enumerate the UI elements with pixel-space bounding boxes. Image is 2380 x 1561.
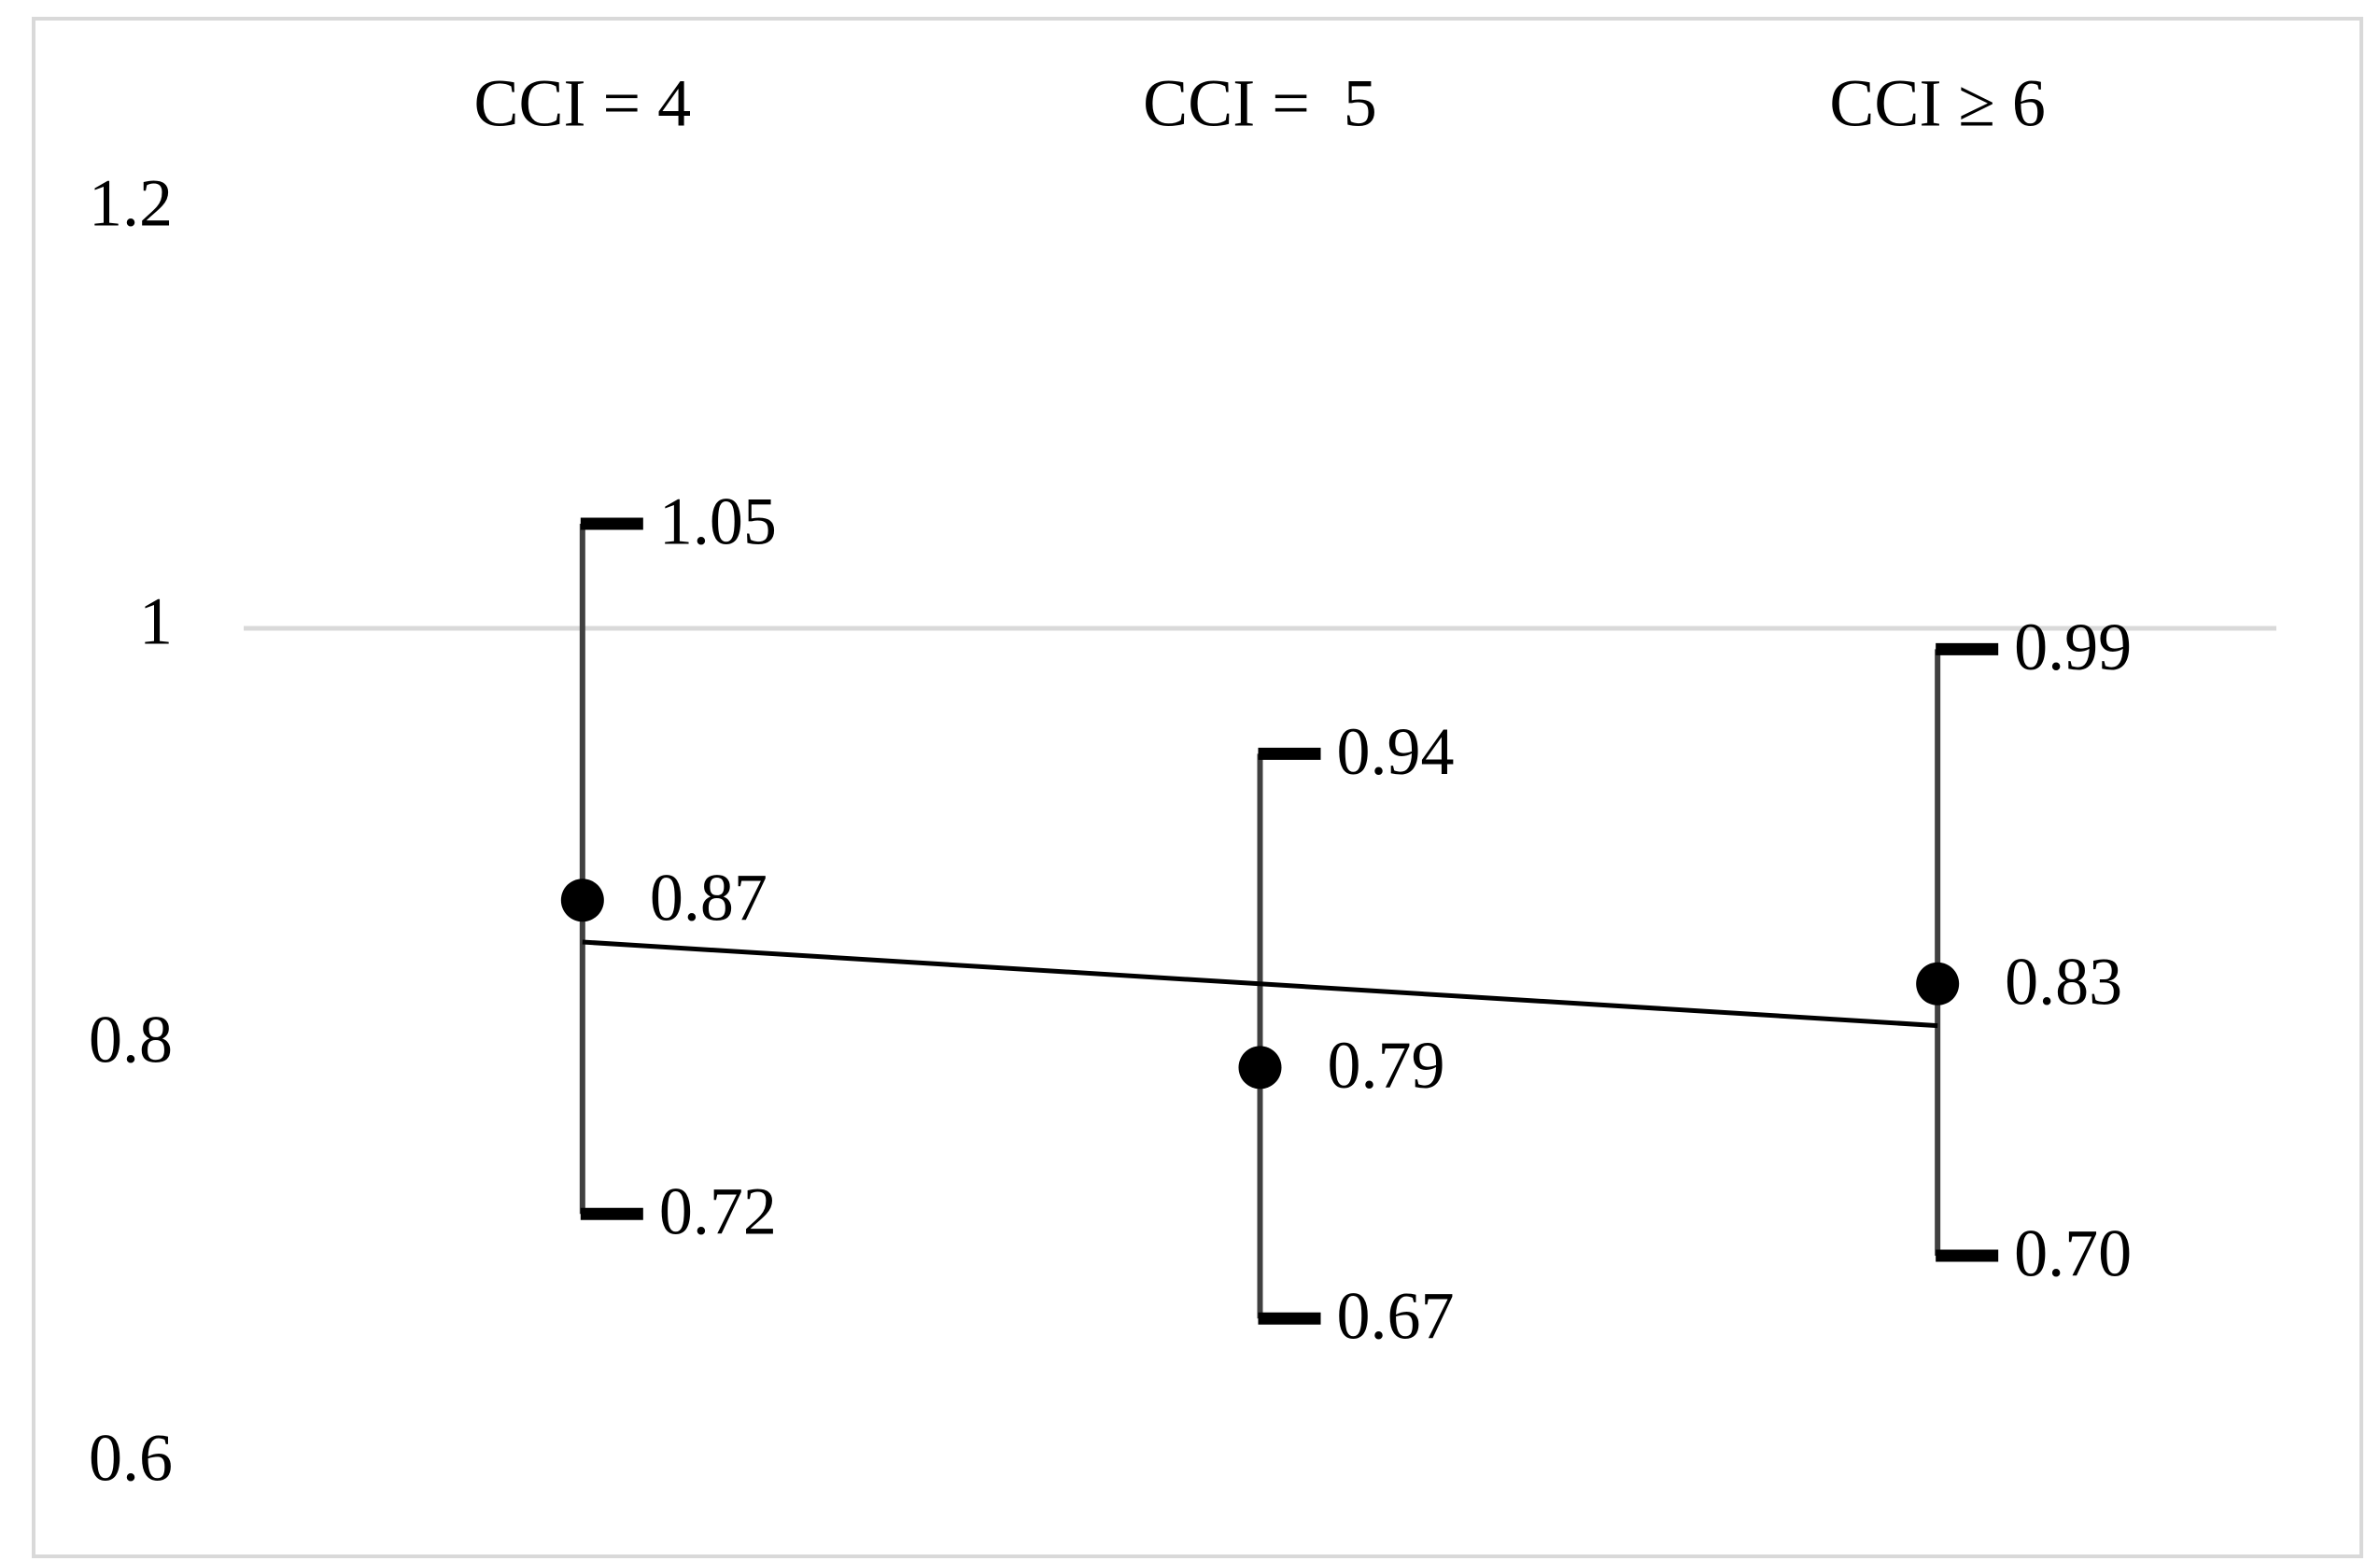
point: [1238, 1046, 1282, 1090]
y-tick-label: 1.2: [89, 166, 173, 241]
trend-line: [582, 939, 1938, 1029]
value-label: 0.87: [650, 861, 768, 935]
x-tick-label: CCI ≥ 6: [1829, 66, 2046, 141]
lower-label: 0.72: [659, 1174, 777, 1249]
x-tick-label: CCI = 4: [474, 66, 692, 141]
lower-label: 0.70: [2014, 1216, 2132, 1291]
upper-label: 0.94: [1337, 714, 1455, 789]
y-tick-label: 1: [139, 584, 173, 659]
chart-border: [32, 17, 2363, 1558]
point: [1916, 962, 1960, 1006]
upper-label: 1.05: [659, 485, 777, 559]
y-tick-label: 0.8: [89, 1003, 173, 1077]
point: [560, 879, 604, 922]
value-label: 0.83: [2005, 944, 2122, 1019]
upper-label: 0.99: [2014, 610, 2132, 684]
value-label: 0.79: [1328, 1028, 1445, 1103]
x-tick-label: CCI = 5: [1143, 66, 1377, 141]
lower-label: 0.67: [1337, 1279, 1455, 1354]
y-tick-label: 0.6: [89, 1421, 173, 1496]
